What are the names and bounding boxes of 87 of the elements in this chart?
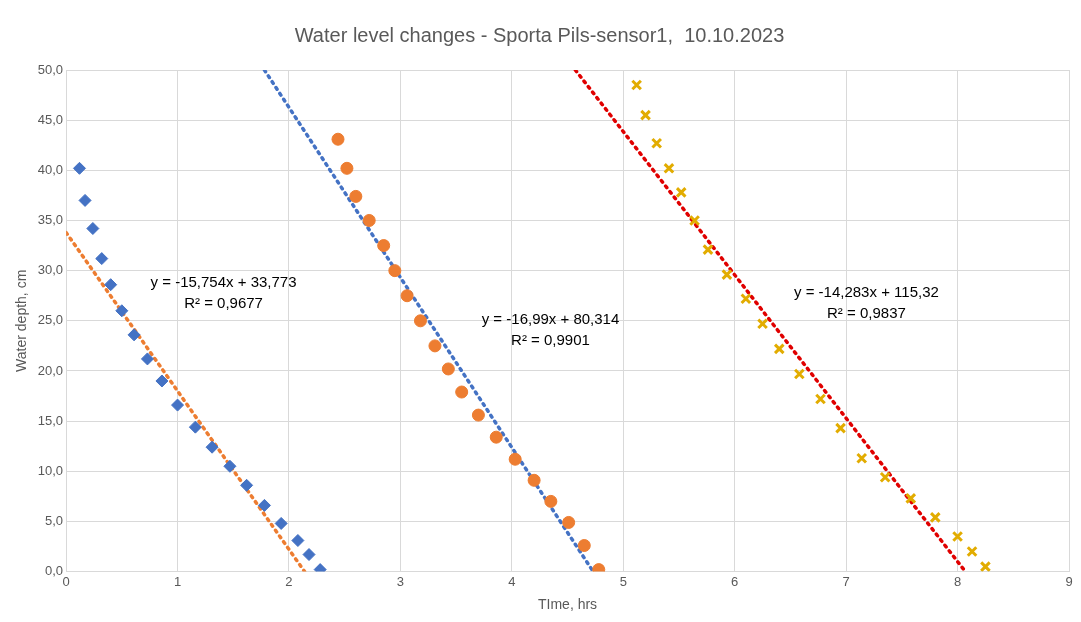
point [773,343,786,355]
point [721,268,733,281]
point [855,452,868,464]
y-tick-label: 50,0 [37,61,64,77]
y-tick-label: 40,0 [37,161,64,177]
point [205,440,219,454]
x-tick-label: 7 [842,573,850,589]
point [756,318,769,330]
point [905,492,917,505]
point [274,516,288,530]
x-tick-label: 5 [619,573,627,589]
y-tick-label: 45,0 [37,111,64,127]
x-tick-label: 1 [173,573,182,589]
y-tick-label: 30,0 [37,262,64,278]
point [86,222,100,236]
point [257,498,271,512]
y-tick-label: 10,0 [37,462,64,478]
y-tick-label: 25,0 [37,312,64,328]
point [675,186,687,199]
point [577,539,591,553]
point [929,511,942,524]
y-tick-label: 20,0 [37,362,64,378]
point [455,385,469,399]
point [702,243,714,256]
point [72,161,86,175]
chart-title: Water level changes - Sporta Pils-sensor1, 10.10.2023 [294,23,785,46]
point [78,193,92,207]
point [630,79,643,91]
point [104,278,118,292]
annotation: y = -16,99x + 80,314 [481,309,620,327]
point [223,459,237,473]
point [115,304,129,318]
x-tick-label: 3 [396,573,405,589]
point [291,534,305,547]
point [639,109,652,121]
x-axis-title: TIme, hrs [537,596,598,613]
point [95,252,109,266]
point [400,289,414,303]
point [331,132,345,146]
y-tick-label: 35,0 [37,212,64,228]
y-tick-label: 5,0 [45,513,64,529]
point [814,393,827,405]
point [688,214,701,227]
point [362,213,376,227]
x-tick-label: 8 [953,573,962,589]
annotation: R² = 0,9677 [184,294,263,312]
point [240,478,254,492]
point [650,137,663,149]
point [966,545,978,558]
point [388,264,402,278]
point [140,352,154,366]
point [349,189,363,203]
point [979,560,992,572]
point [663,162,675,175]
point [413,314,427,328]
x-tick-label: 9 [1065,573,1073,589]
point [562,515,576,529]
point [127,328,141,342]
point [740,292,752,305]
y-tick-label: 0,0 [45,563,64,579]
point [302,548,316,562]
point [527,473,541,487]
annotation: y = -14,283x + 115,32 [793,282,939,300]
y-tick-label: 15,0 [37,412,64,428]
point [793,368,806,380]
annotation: R² = 0,9901 [511,331,590,348]
x-tick-label: 2 [285,573,293,589]
point [834,422,847,434]
x-tick-label: 6 [731,573,739,589]
x-tick-label: 4 [508,573,516,589]
x-tick-label: 0 [62,573,70,589]
y-axis-title: Water depth, cm [13,269,30,372]
point [879,471,891,484]
point [340,161,354,175]
point [951,530,964,543]
point [441,362,455,376]
point [471,408,485,422]
point [377,239,391,253]
point [188,420,202,434]
point [428,339,442,353]
annotation: y = -15,754x + 33,773 [150,273,297,291]
point [508,452,522,466]
annotation: R² = 0,9837 [827,303,906,321]
point [489,430,503,444]
point [171,398,185,412]
point [544,494,558,508]
point [155,374,169,388]
